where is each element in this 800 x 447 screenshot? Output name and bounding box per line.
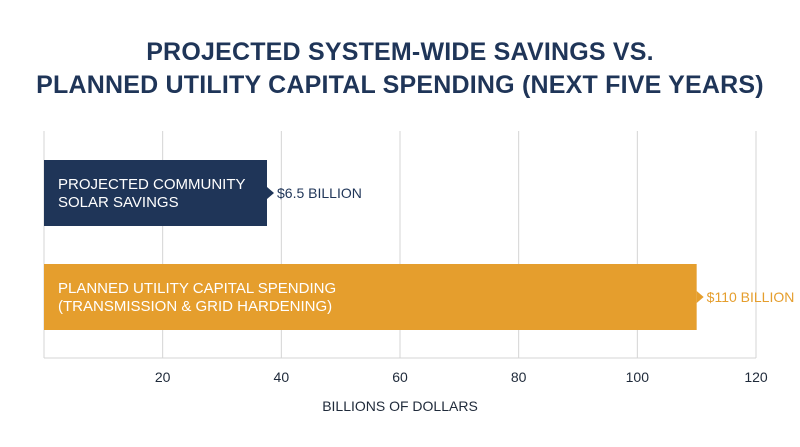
bar-value-label: $110 BILLION (707, 289, 795, 305)
x-tick-label: 100 (626, 369, 650, 385)
x-axis-label: BILLIONS OF DOLLARS (322, 398, 478, 414)
chart-title-line-2: PLANNED UTILITY CAPITAL SPENDING (NEXT F… (36, 71, 764, 99)
bar-group: PLANNED UTILITY CAPITAL SPENDING(TRANSMI… (44, 264, 794, 330)
x-tick-label: 120 (744, 369, 768, 385)
x-tick-label: 40 (274, 369, 290, 385)
bar-category-label: (TRANSMISSION & GRID HARDENING) (58, 298, 332, 315)
bar-category-label: PROJECTED COMMUNITY (58, 176, 246, 193)
x-tick-label: 60 (392, 369, 408, 385)
bar (44, 264, 697, 330)
bar-category-label: PLANNED UTILITY CAPITAL SPENDING (58, 280, 336, 297)
x-tick-label: 80 (511, 369, 527, 385)
bar-category-label: SOLAR SAVINGS (58, 194, 179, 211)
chart-title: PROJECTED SYSTEM-WIDE SAVINGS VS. PLANNE… (0, 36, 800, 102)
bar (44, 160, 267, 226)
bar-end-pointer (696, 291, 704, 303)
chart-title-line-1: PROJECTED SYSTEM-WIDE SAVINGS VS. (146, 38, 654, 66)
bar-end-pointer (267, 187, 274, 199)
bar-value-label: $6.5 BILLION (277, 185, 362, 201)
x-tick-label: 20 (155, 369, 171, 385)
